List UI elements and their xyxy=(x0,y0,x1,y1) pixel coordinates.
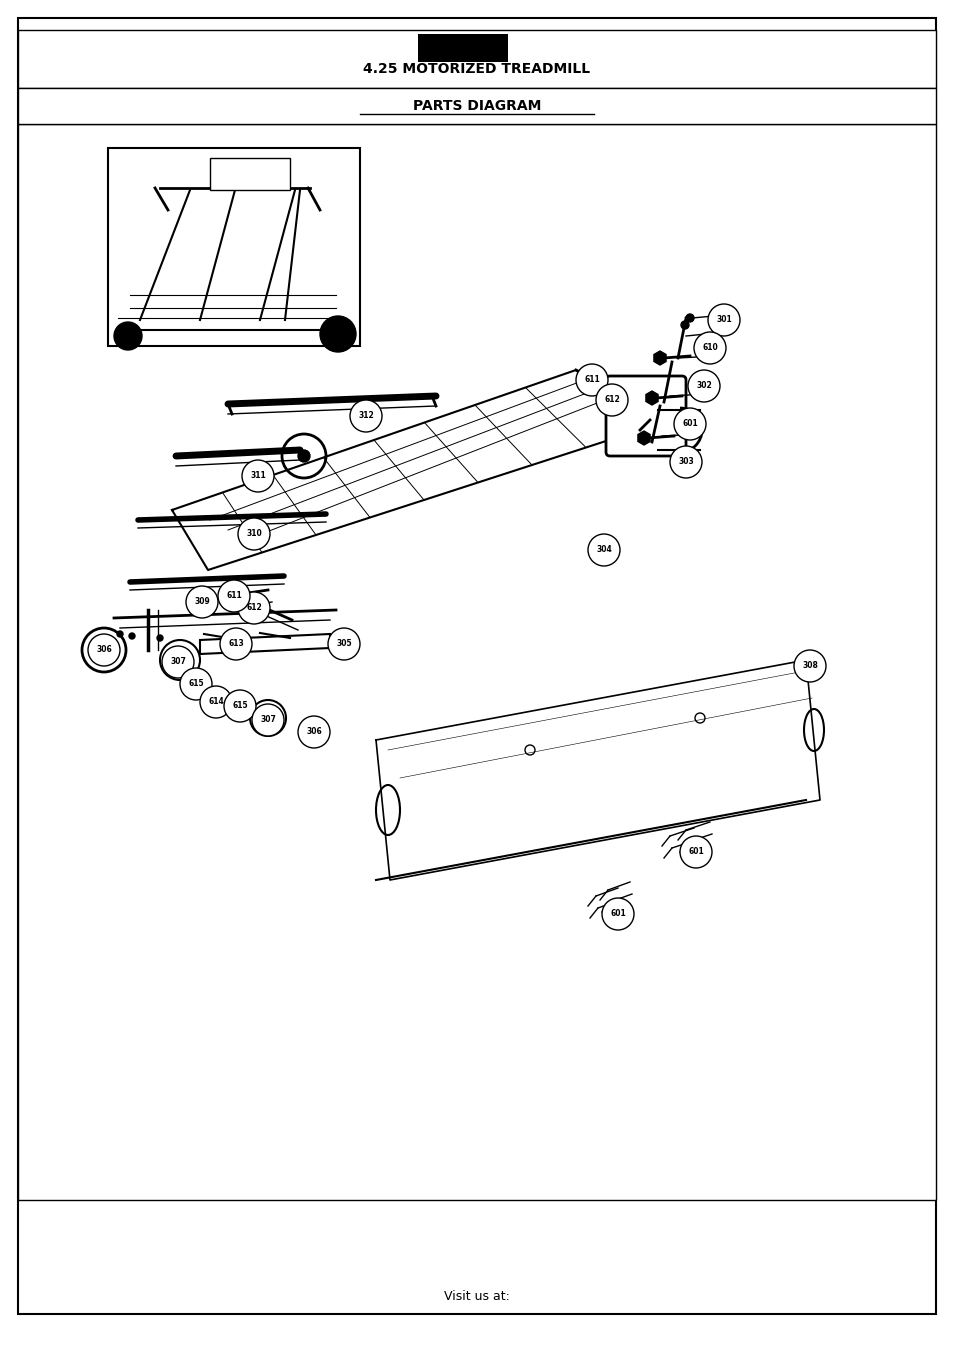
Text: 612: 612 xyxy=(246,603,262,613)
Circle shape xyxy=(319,316,355,352)
Circle shape xyxy=(236,701,243,707)
Circle shape xyxy=(113,323,142,350)
Circle shape xyxy=(576,364,607,396)
Text: 308: 308 xyxy=(801,662,817,671)
Circle shape xyxy=(242,460,274,491)
Text: 613: 613 xyxy=(228,640,244,648)
Circle shape xyxy=(587,535,619,566)
Text: 601: 601 xyxy=(681,420,698,428)
Circle shape xyxy=(175,656,184,664)
Text: 615: 615 xyxy=(188,679,204,688)
Circle shape xyxy=(129,633,135,639)
Circle shape xyxy=(224,690,255,722)
Circle shape xyxy=(601,898,634,930)
FancyBboxPatch shape xyxy=(605,377,685,456)
Circle shape xyxy=(687,370,720,402)
Circle shape xyxy=(200,686,232,718)
Circle shape xyxy=(596,383,627,416)
Circle shape xyxy=(252,703,284,736)
Text: 614: 614 xyxy=(208,698,224,706)
Text: 601: 601 xyxy=(610,910,625,918)
Circle shape xyxy=(679,836,711,868)
Circle shape xyxy=(793,649,825,682)
Text: 611: 611 xyxy=(583,375,599,385)
Circle shape xyxy=(193,679,199,684)
Text: 301: 301 xyxy=(716,316,731,324)
Text: 306: 306 xyxy=(306,728,321,737)
Circle shape xyxy=(669,446,701,478)
Text: 309: 309 xyxy=(193,598,210,606)
Bar xyxy=(210,158,290,190)
Text: 307: 307 xyxy=(260,716,275,725)
Circle shape xyxy=(220,628,252,660)
Text: 601: 601 xyxy=(687,848,703,856)
Text: PARTS DIAGRAM: PARTS DIAGRAM xyxy=(413,99,540,113)
Circle shape xyxy=(213,697,219,703)
Circle shape xyxy=(693,332,725,365)
Text: 4.25 MOTORIZED TREADMILL: 4.25 MOTORIZED TREADMILL xyxy=(363,62,590,76)
Text: 305: 305 xyxy=(335,640,352,648)
Bar xyxy=(18,30,935,88)
Circle shape xyxy=(237,593,270,624)
Circle shape xyxy=(157,634,163,641)
Text: 307: 307 xyxy=(170,657,186,667)
Circle shape xyxy=(680,321,688,329)
Circle shape xyxy=(117,630,123,637)
Circle shape xyxy=(162,647,193,678)
Circle shape xyxy=(186,586,218,618)
Text: Visit us at:: Visit us at: xyxy=(443,1289,510,1303)
Text: 303: 303 xyxy=(678,458,693,467)
Circle shape xyxy=(673,408,705,440)
Circle shape xyxy=(685,315,693,323)
Text: 306: 306 xyxy=(96,645,112,655)
Circle shape xyxy=(297,450,310,462)
Bar xyxy=(417,34,507,62)
Circle shape xyxy=(297,716,330,748)
Circle shape xyxy=(328,628,359,660)
Text: 611: 611 xyxy=(226,591,242,601)
Circle shape xyxy=(99,645,109,655)
Text: 312: 312 xyxy=(357,412,374,420)
Bar xyxy=(18,88,935,124)
Text: 612: 612 xyxy=(603,396,619,405)
Circle shape xyxy=(218,580,250,612)
Circle shape xyxy=(264,714,272,722)
Text: 610: 610 xyxy=(701,343,717,352)
Text: 310: 310 xyxy=(246,529,262,539)
Text: 304: 304 xyxy=(596,545,611,555)
Circle shape xyxy=(237,518,270,549)
Circle shape xyxy=(350,400,381,432)
Circle shape xyxy=(707,304,740,336)
Bar xyxy=(18,124,935,1200)
Circle shape xyxy=(88,634,120,666)
Text: 302: 302 xyxy=(696,382,711,390)
Bar xyxy=(108,148,359,346)
Circle shape xyxy=(180,668,212,701)
Text: 615: 615 xyxy=(232,702,248,710)
Text: 311: 311 xyxy=(250,471,266,481)
